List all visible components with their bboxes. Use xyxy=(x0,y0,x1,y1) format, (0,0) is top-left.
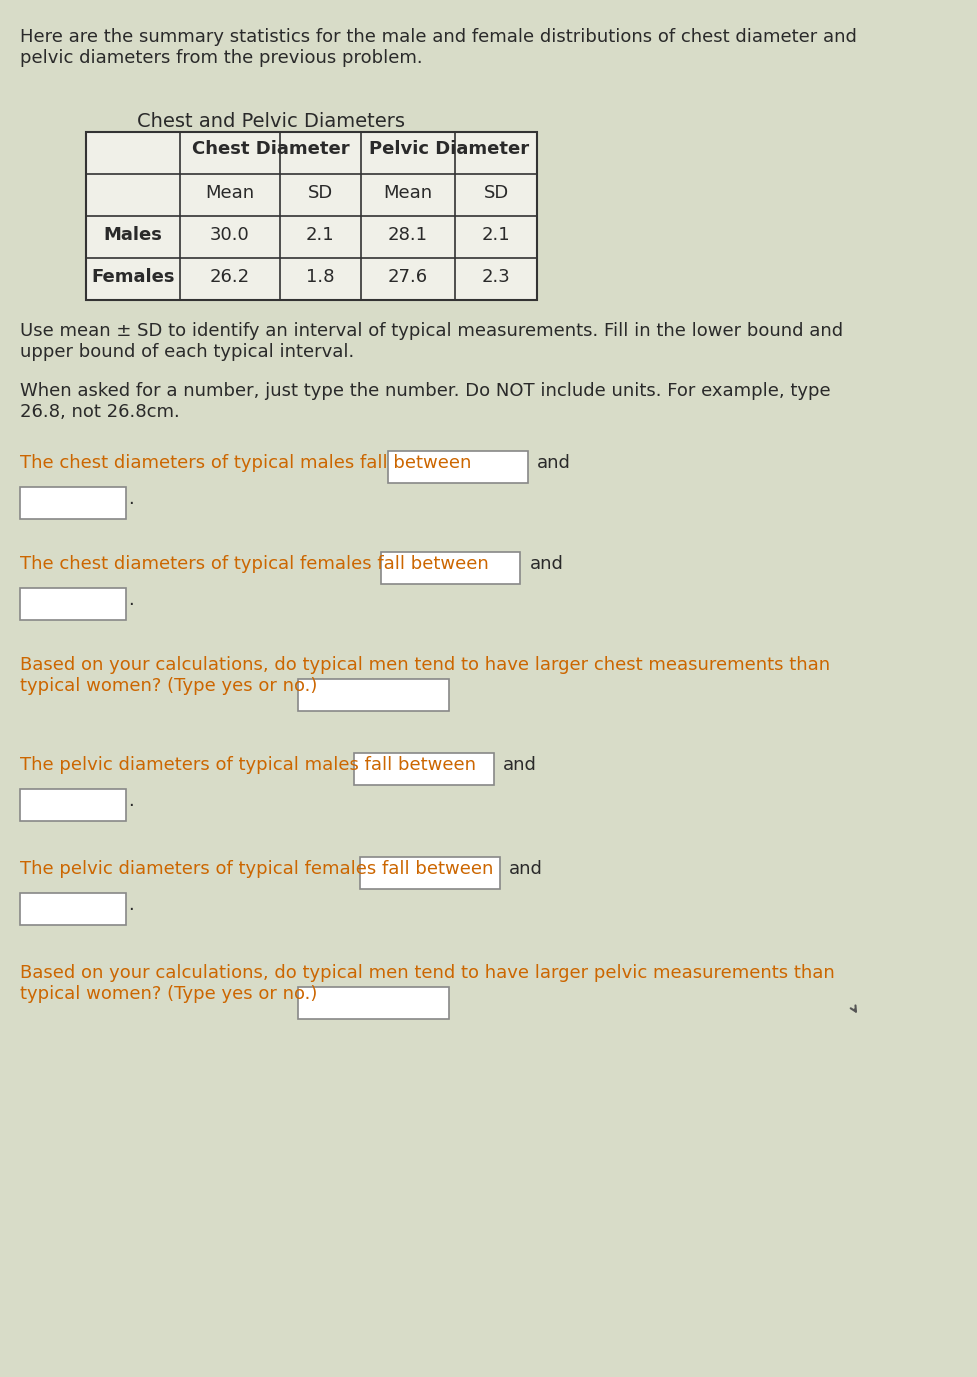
Text: .: . xyxy=(128,792,134,810)
Text: and: and xyxy=(536,454,570,472)
FancyBboxPatch shape xyxy=(86,132,536,300)
Text: The pelvic diameters of typical females fall between: The pelvic diameters of typical females … xyxy=(20,861,492,879)
FancyBboxPatch shape xyxy=(354,753,493,785)
Text: 2.1: 2.1 xyxy=(306,226,334,244)
FancyBboxPatch shape xyxy=(20,789,126,821)
Text: 28.1: 28.1 xyxy=(388,226,428,244)
FancyBboxPatch shape xyxy=(388,452,527,483)
Text: 2.3: 2.3 xyxy=(481,269,510,286)
Text: Pelvic Diameter: Pelvic Diameter xyxy=(368,140,529,158)
Text: .: . xyxy=(128,896,134,914)
Text: 1.8: 1.8 xyxy=(306,269,334,286)
Text: Males: Males xyxy=(104,226,162,244)
Text: Mean: Mean xyxy=(383,185,432,202)
FancyBboxPatch shape xyxy=(380,552,520,584)
Text: SD: SD xyxy=(307,185,332,202)
Text: 27.6: 27.6 xyxy=(388,269,428,286)
Text: Based on your calculations, do typical men tend to have larger pelvic measuremen: Based on your calculations, do typical m… xyxy=(20,964,833,1002)
Text: Females: Females xyxy=(91,269,175,286)
FancyBboxPatch shape xyxy=(297,679,448,711)
Text: Mean: Mean xyxy=(205,185,254,202)
Text: 2.1: 2.1 xyxy=(482,226,510,244)
Text: 26.2: 26.2 xyxy=(210,269,250,286)
Text: .: . xyxy=(128,591,134,609)
Text: The pelvic diameters of typical males fall between: The pelvic diameters of typical males fa… xyxy=(20,756,476,774)
Text: and: and xyxy=(529,555,563,573)
FancyBboxPatch shape xyxy=(297,987,448,1019)
Text: and: and xyxy=(508,861,542,879)
FancyBboxPatch shape xyxy=(20,588,126,620)
Text: Chest and Pelvic Diameters: Chest and Pelvic Diameters xyxy=(137,112,404,131)
FancyBboxPatch shape xyxy=(360,856,499,890)
FancyBboxPatch shape xyxy=(20,487,126,519)
Text: When asked for a number, just type the number. Do NOT include units. For example: When asked for a number, just type the n… xyxy=(20,381,829,421)
Text: The chest diameters of typical males fall between: The chest diameters of typical males fal… xyxy=(20,454,471,472)
Text: 30.0: 30.0 xyxy=(210,226,249,244)
FancyBboxPatch shape xyxy=(20,894,126,925)
Text: SD: SD xyxy=(483,185,508,202)
Text: Here are the summary statistics for the male and female distributions of chest d: Here are the summary statistics for the … xyxy=(20,28,856,67)
Text: .: . xyxy=(128,490,134,508)
Text: Chest Diameter: Chest Diameter xyxy=(191,140,349,158)
Text: Based on your calculations, do typical men tend to have larger chest measurement: Based on your calculations, do typical m… xyxy=(20,655,829,695)
Text: and: and xyxy=(503,756,536,774)
Text: Use mean ± SD to identify an interval of typical measurements. Fill in the lower: Use mean ± SD to identify an interval of… xyxy=(20,322,842,361)
Text: The chest diameters of typical females fall between: The chest diameters of typical females f… xyxy=(20,555,488,573)
